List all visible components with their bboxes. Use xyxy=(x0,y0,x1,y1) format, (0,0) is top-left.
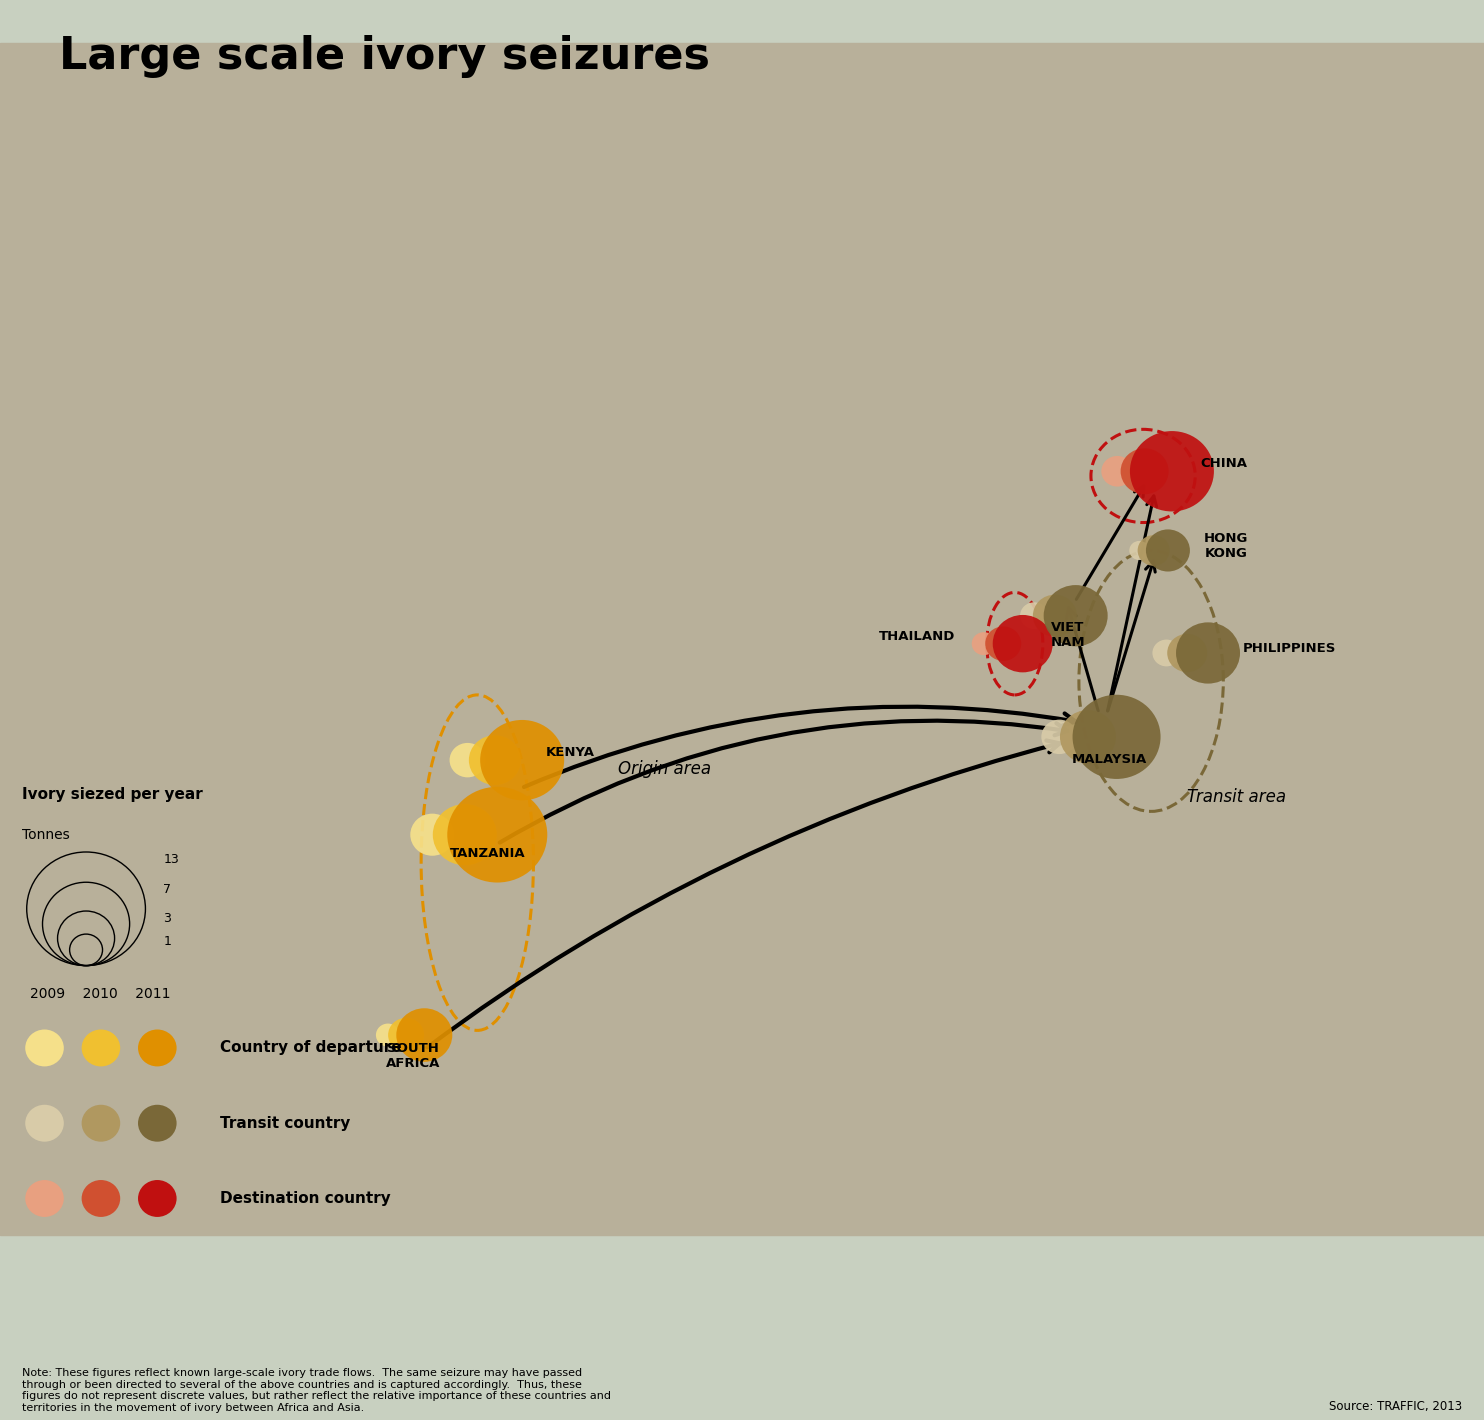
Text: Source: TRAFFIC, 2013: Source: TRAFFIC, 2013 xyxy=(1328,1400,1462,1413)
Text: 7: 7 xyxy=(163,883,171,896)
Circle shape xyxy=(481,720,564,801)
Bar xyxy=(0,43,1484,1235)
Text: VIET
NAM: VIET NAM xyxy=(1051,621,1085,649)
Text: Tonnes: Tonnes xyxy=(22,828,70,842)
Circle shape xyxy=(25,1030,64,1066)
Text: THAILAND: THAILAND xyxy=(880,629,956,642)
Circle shape xyxy=(138,1030,177,1066)
Text: KENYA: KENYA xyxy=(545,746,595,758)
Circle shape xyxy=(433,804,497,865)
Text: 13: 13 xyxy=(163,852,180,866)
Circle shape xyxy=(1043,585,1107,646)
Text: Transit country: Transit country xyxy=(220,1116,350,1130)
Circle shape xyxy=(396,1008,453,1062)
Circle shape xyxy=(82,1180,120,1217)
Circle shape xyxy=(410,814,454,856)
Text: TANZANIA: TANZANIA xyxy=(450,848,525,861)
Text: HONG
KONG: HONG KONG xyxy=(1204,531,1248,559)
Text: CHINA: CHINA xyxy=(1201,457,1247,470)
Circle shape xyxy=(1120,449,1168,494)
Circle shape xyxy=(389,1018,424,1052)
Text: Note: These figures reflect known large-scale ivory trade flows.  The same seizu: Note: These figures reflect known large-… xyxy=(22,1367,611,1413)
Text: Ivory siezed per year: Ivory siezed per year xyxy=(22,787,203,802)
Circle shape xyxy=(375,1024,399,1047)
Circle shape xyxy=(469,736,521,785)
Circle shape xyxy=(1129,432,1214,511)
Circle shape xyxy=(82,1030,120,1066)
Text: Destination country: Destination country xyxy=(220,1191,390,1206)
Circle shape xyxy=(1073,694,1160,780)
Circle shape xyxy=(1033,595,1077,636)
Circle shape xyxy=(138,1180,177,1217)
Text: PHILIPPINES: PHILIPPINES xyxy=(1244,642,1337,655)
Circle shape xyxy=(1129,541,1149,559)
Circle shape xyxy=(1020,602,1048,629)
Circle shape xyxy=(82,1105,120,1142)
Circle shape xyxy=(1153,639,1180,666)
Circle shape xyxy=(1175,622,1241,683)
Circle shape xyxy=(1146,530,1190,571)
Text: 1: 1 xyxy=(163,934,171,947)
Circle shape xyxy=(447,787,548,883)
Text: 3: 3 xyxy=(163,912,171,924)
Text: Large scale ivory seizures: Large scale ivory seizures xyxy=(59,36,711,78)
Text: Origin area: Origin area xyxy=(617,761,711,778)
Text: 2009    2010    2011: 2009 2010 2011 xyxy=(30,987,171,1001)
Circle shape xyxy=(972,632,996,655)
Circle shape xyxy=(138,1105,177,1142)
Circle shape xyxy=(993,615,1052,672)
Circle shape xyxy=(1060,710,1116,764)
Circle shape xyxy=(25,1180,64,1217)
Circle shape xyxy=(1138,535,1169,565)
Circle shape xyxy=(25,1105,64,1142)
Circle shape xyxy=(1042,720,1077,754)
Text: Country of departure: Country of departure xyxy=(220,1041,401,1055)
Circle shape xyxy=(1101,456,1134,487)
Text: Transit area: Transit area xyxy=(1187,788,1287,807)
Text: MALAYSIA: MALAYSIA xyxy=(1071,754,1147,767)
Circle shape xyxy=(450,743,485,777)
Circle shape xyxy=(985,626,1021,660)
Circle shape xyxy=(1168,633,1206,672)
Text: SOUTH
AFRICA: SOUTH AFRICA xyxy=(386,1042,441,1071)
